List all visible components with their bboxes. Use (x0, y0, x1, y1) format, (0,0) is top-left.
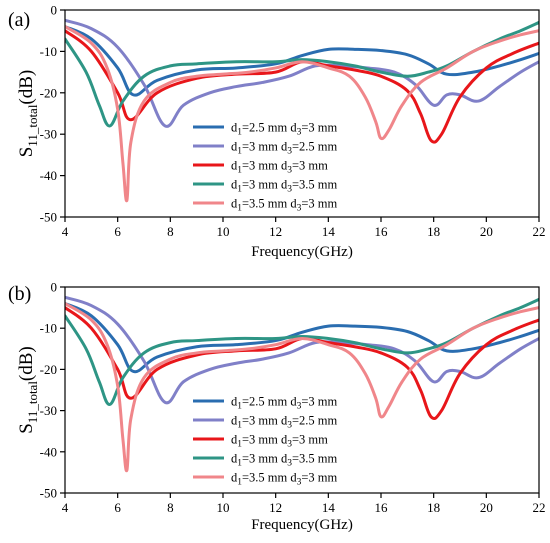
series-line-5 (65, 25, 539, 203)
legend-label: d1=3.5 mm d3=3 mm (231, 197, 338, 214)
legend: d1=2.5 mm d3=3 mm d1=3 mm d3=2.5 mm d1=3 m… (193, 121, 338, 214)
x-axis-title: Frequency(GHz) (251, 517, 353, 533)
y-tick-label: -10 (40, 321, 57, 336)
x-tick-label: 14 (322, 224, 336, 239)
plot-frame (64, 286, 540, 494)
series-line-4 (65, 297, 539, 406)
y-tick-label: 0 (51, 280, 58, 295)
x-axis-title: Frequency(GHz) (251, 244, 353, 260)
x-tick-label: 18 (427, 500, 440, 515)
y-tick-label: -20 (40, 85, 57, 100)
x-tick-label: 4 (62, 500, 69, 515)
y-tick-label: -40 (40, 444, 57, 459)
y-tick-label: -40 (40, 168, 57, 183)
y-tick-label: -50 (40, 486, 57, 501)
panel-a: 4 6 8 10 12 14 16 18 20 22 0 -10 -20 -30 -40 -50 (a) Freq… (8, 3, 546, 261)
series-line-3 (65, 29, 539, 144)
x-tick-label: 20 (480, 224, 493, 239)
x-tick-label: 10 (217, 224, 230, 239)
y-tick-label: -30 (40, 127, 57, 142)
legend-label: d1=3 mm d3=3 mm (231, 159, 328, 176)
y-tick-label: -30 (40, 403, 57, 418)
x-tick-label: 22 (533, 500, 546, 515)
x-tick-label: 22 (533, 224, 546, 239)
y-tick-label: 0 (51, 3, 58, 18)
x-tick-label: 14 (322, 500, 336, 515)
legend-label: d1=3 mm d3=3.5 mm (231, 452, 338, 469)
x-tick-label: 8 (167, 500, 174, 515)
series-line-3 (65, 306, 539, 421)
panel-b: 4 6 8 10 12 14 16 18 20 22 0 -10 -20 -30 -40 -50 (b) Freq… (8, 280, 546, 534)
legend: d1=2.5 mm d3=3 mm d1=3 mm d3=2.5 mm d1=3 m… (193, 395, 338, 488)
series-line-1 (65, 25, 539, 97)
x-tick-label: 6 (114, 224, 121, 239)
legend-label: d1=2.5 mm d3=3 mm (231, 121, 338, 138)
x-tick-label: 18 (427, 224, 440, 239)
y-tick-label: -10 (40, 44, 57, 59)
y-axis-title: S11_total(dB) (16, 346, 40, 434)
series-group (65, 18, 539, 203)
x-tick-label: 4 (62, 224, 69, 239)
legend-label: d1=2.5 mm d3=3 mm (231, 395, 338, 412)
x-tick-label: 12 (269, 224, 282, 239)
x-tick-label: 20 (480, 500, 493, 515)
series-line-5 (65, 301, 539, 473)
panel-label: (a) (8, 9, 30, 31)
legend-label: d1=3 mm d3=2.5 mm (231, 414, 338, 431)
y-tick-label: -20 (40, 362, 57, 377)
x-tick-label: 10 (217, 500, 230, 515)
x-tick-label: 8 (167, 224, 174, 239)
legend-label: d1=3.5 mm d3=3 mm (231, 471, 338, 488)
series-line-1 (65, 301, 539, 374)
series-group (65, 295, 539, 473)
x-tick-label: 6 (114, 500, 121, 515)
x-tick-label: 16 (375, 224, 389, 239)
plot-frame (64, 9, 540, 218)
x-tick-label: 16 (375, 500, 389, 515)
x-tick-label: 12 (269, 500, 282, 515)
legend-label: d1=3 mm d3=3 mm (231, 433, 328, 450)
legend-label: d1=3 mm d3=3.5 mm (231, 178, 338, 195)
legend-label: d1=3 mm d3=2.5 mm (231, 140, 338, 157)
y-axis-title: S11_total(dB) (16, 70, 40, 158)
y-tick-label: -50 (40, 210, 57, 225)
panel-label: (b) (8, 283, 31, 305)
